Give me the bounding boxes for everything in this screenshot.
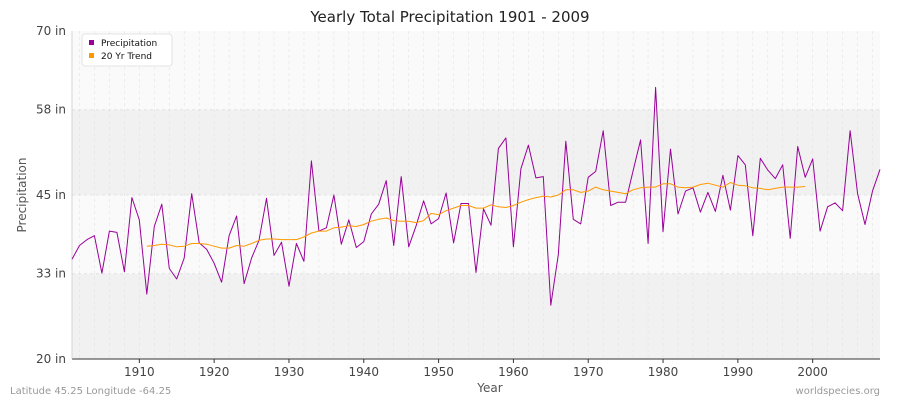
legend-swatch-trend <box>89 53 94 58</box>
y-tick-label: 58 in <box>36 103 66 117</box>
y-tick-label: 20 in <box>36 352 66 366</box>
tick-labels: 20 in 33 in 45 in 58 in 70 in 1910 1920 1930 194… <box>36 24 828 379</box>
x-tick-label: 1910 <box>124 365 155 379</box>
y-axis-label: Precipitation <box>15 157 29 232</box>
x-tick-label: 1980 <box>648 365 679 379</box>
chart-title: Yearly Total Precipitation 1901 - 2009 <box>309 8 589 26</box>
legend-label-trend: 20 Yr Trend <box>101 52 152 62</box>
x-axis-label: Year <box>476 381 502 395</box>
x-tick-label: 1950 <box>423 365 454 379</box>
x-tick-label: 1940 <box>349 365 380 379</box>
plot-band <box>72 273 880 359</box>
x-tick-label: 1970 <box>573 365 604 379</box>
grid <box>72 31 880 359</box>
plot-band <box>72 109 880 195</box>
y-tick-label: 70 in <box>36 24 66 38</box>
y-tick-label: 45 in <box>36 188 66 202</box>
legend-swatch-precipitation <box>89 40 94 45</box>
legend: Precipitation 20 Yr Trend <box>81 33 173 67</box>
legend-label-precipitation: Precipitation <box>101 39 157 49</box>
x-tick-label: 1990 <box>723 365 754 379</box>
axes <box>71 31 880 360</box>
precipitation-line <box>71 86 881 306</box>
footer-source: worldspecies.org <box>796 386 880 397</box>
x-tick-label: 1930 <box>274 365 305 379</box>
legend-box <box>81 33 173 67</box>
series-layer <box>71 86 881 306</box>
x-tick-label: 1920 <box>199 365 230 379</box>
x-tick-label: 1960 <box>498 365 529 379</box>
trend-line <box>146 182 806 249</box>
x-tick-label: 2000 <box>797 365 828 379</box>
y-tick-label: 33 in <box>36 267 66 281</box>
footer-location: Latitude 45.25 Longitude -64.25 <box>10 386 171 397</box>
